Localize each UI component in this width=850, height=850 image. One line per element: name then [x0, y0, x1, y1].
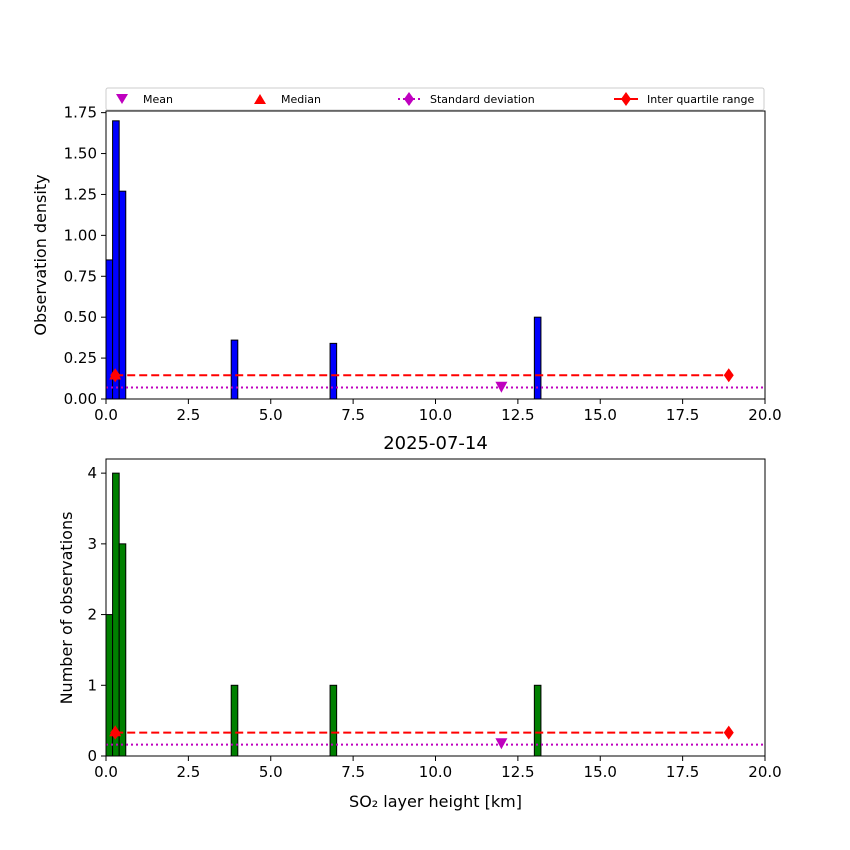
density-ytick-label-5: 1.25	[64, 185, 97, 203]
density-mean-marker	[495, 381, 508, 393]
counts-ytick-label-2: 2	[87, 606, 97, 624]
legend-label-std: Standard deviation	[430, 93, 535, 106]
counts-xtick-label-4: 10.0	[419, 763, 452, 781]
legend-entry-std: Standard deviation	[398, 92, 535, 106]
median-marker-icon	[254, 94, 266, 104]
iqr-diamond-icon	[621, 92, 631, 106]
counts-xtick-label-3: 7.5	[341, 763, 365, 781]
legend: Mean Median Standard deviation Inter qua…	[105, 87, 765, 111]
density-median-marker	[109, 368, 122, 380]
counts-panel: 2025-07-14 0.0 2.5 5.0 7.5 10.0 12.5 15.0 17.5 2…	[57, 433, 782, 811]
counts-ytick-label-3: 3	[87, 535, 97, 553]
density-xtick-label-4: 10.0	[419, 406, 452, 424]
counts-xtick-label-5: 12.5	[501, 763, 534, 781]
mean-marker-icon	[116, 94, 128, 104]
counts-median-marker	[109, 725, 122, 737]
counts-x-axis-label: SO₂ layer height [km]	[349, 792, 522, 811]
density-ytick-label-4: 1.00	[64, 226, 97, 244]
counts-xtick-label-0: 0.0	[94, 763, 118, 781]
legend-entry-mean: Mean	[116, 93, 173, 106]
density-xtick-label-2: 5.0	[259, 406, 283, 424]
density-bar-4	[329, 342, 338, 400]
counts-xtick-label-6: 15.0	[584, 763, 617, 781]
density-y-axis-label: Observation density	[31, 174, 50, 335]
density-xtick-label-6: 15.0	[584, 406, 617, 424]
density-iqr-diamond-1	[723, 368, 734, 383]
density-ytick-label-1: 0.25	[64, 349, 97, 367]
counts-xtick-label-7: 17.5	[666, 763, 699, 781]
legend-label-median: Median	[281, 93, 321, 106]
counts-title: 2025-07-14	[383, 433, 488, 454]
legend-entry-median: Median	[254, 93, 321, 106]
counts-xtick-label-1: 2.5	[176, 763, 200, 781]
density-xtick-label-0: 0.0	[94, 406, 118, 424]
counts-bar-2	[118, 543, 127, 757]
counts-iqr-diamond-1	[723, 725, 734, 740]
density-xtick-label-3: 7.5	[341, 406, 365, 424]
density-ytick-label-3: 0.75	[64, 267, 97, 285]
counts-ytick-label-1: 1	[87, 676, 97, 694]
legend-label-iqr: Inter quartile range	[647, 93, 754, 106]
counts-xtick-label-2: 5.0	[259, 763, 283, 781]
counts-xtick-label-8: 20.0	[748, 763, 781, 781]
density-ytick-label-6: 1.50	[64, 145, 97, 163]
std-diamond-icon	[404, 92, 414, 106]
density-bar-1	[112, 120, 120, 400]
density-bar-2	[118, 190, 127, 400]
counts-y-axis-label: Number of observations	[57, 512, 76, 705]
density-ytick-label-2: 0.50	[64, 308, 97, 326]
density-xtick-label-8: 20.0	[748, 406, 781, 424]
density-ytick-label-7: 1.75	[64, 104, 97, 122]
counts-mean-marker	[495, 738, 508, 750]
density-xtick-label-5: 12.5	[501, 406, 534, 424]
legend-frame	[105, 87, 765, 111]
counts-ytick-label-0: 0	[87, 747, 97, 765]
density-xtick-label-1: 2.5	[176, 406, 200, 424]
legend-label-mean: Mean	[143, 93, 173, 106]
counts-ytick-label-4: 4	[87, 464, 97, 482]
legend-entry-iqr: Inter quartile range	[614, 92, 754, 106]
density-ytick-label-0: 0.00	[64, 390, 97, 408]
density-bar-3	[230, 339, 239, 400]
counts-bar-1	[112, 472, 120, 757]
density-panel: 0.0 2.5 5.0 7.5 10.0 12.5 15.0 17.5 20.0 0.00 0.25…	[31, 104, 782, 424]
density-xtick-label-7: 17.5	[666, 406, 699, 424]
